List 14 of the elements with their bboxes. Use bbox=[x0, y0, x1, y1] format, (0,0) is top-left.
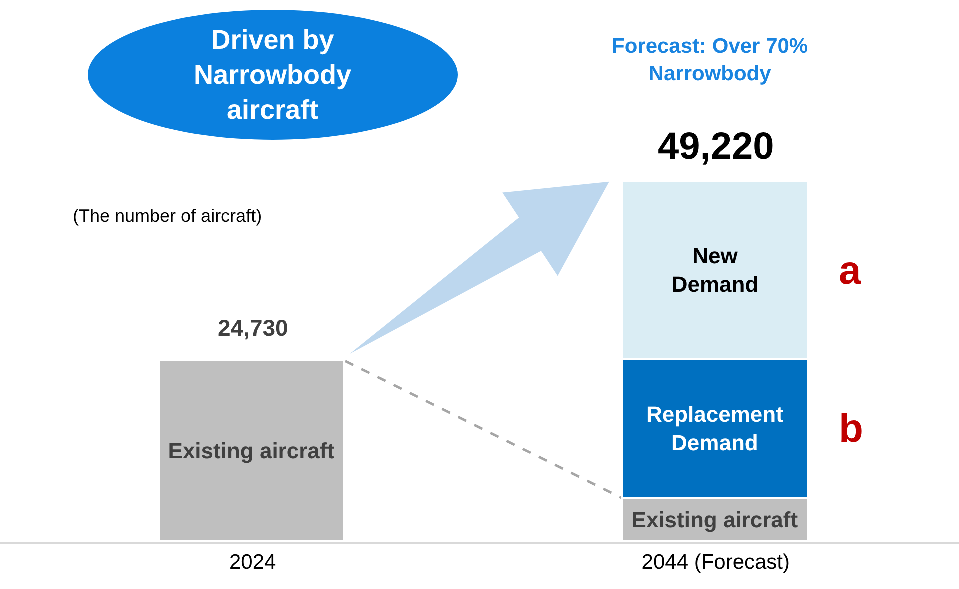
bar bbox=[158, 360, 345, 542]
text: Driven by Narrowbody aircraft bbox=[194, 25, 352, 126]
annotation: 24,730 bbox=[218, 315, 288, 341]
x-tick-label: 2044 (Forecast) bbox=[642, 551, 790, 574]
annotation: b bbox=[839, 407, 864, 451]
text: Forecast: Over 70% Narrowbody bbox=[612, 35, 808, 86]
annotation: (The number of aircraft) bbox=[73, 206, 262, 226]
annotation: 49,220 bbox=[658, 126, 774, 168]
x-tick-label: 2024 bbox=[229, 551, 277, 574]
series-label: Existing aircraft bbox=[632, 507, 799, 532]
series-label: New Demand bbox=[672, 243, 759, 298]
series-label: Replacement Demand bbox=[646, 402, 784, 456]
annotation: a bbox=[839, 249, 862, 293]
text: Existing aircraft bbox=[168, 438, 335, 464]
